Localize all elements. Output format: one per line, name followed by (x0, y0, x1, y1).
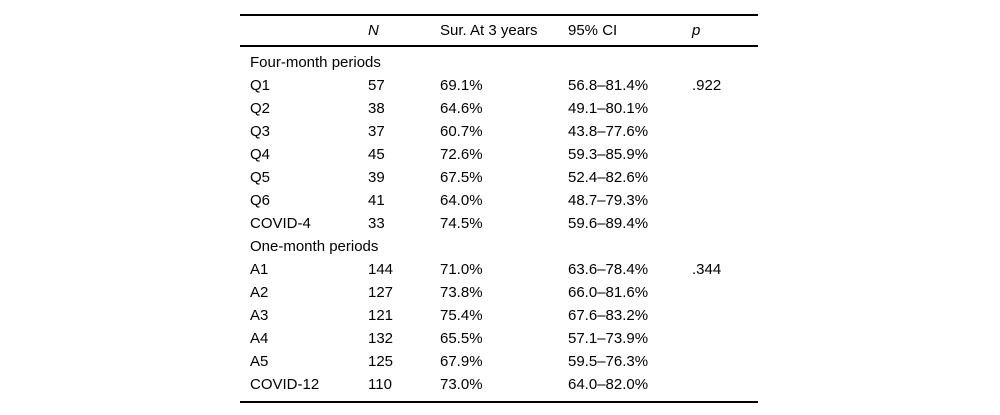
cell-ci: 66.0–81.6% (568, 284, 649, 301)
table-row-q3: Q3 37 60.7% 43.8–77.6% (240, 120, 758, 143)
cell-ci: 43.8–77.6% (568, 123, 649, 140)
cell-p (692, 143, 758, 166)
cell-label: Q2 (250, 100, 271, 117)
cell-label: A4 (250, 330, 269, 347)
cell-label: Q4 (250, 146, 271, 163)
header-row: N Sur. At 3 years 95% CI p (240, 15, 758, 47)
table-row-covid4: COVID-4 33 74.5% 59.6–89.4% (240, 212, 758, 235)
header-n: N (368, 15, 440, 47)
table-row-a5: A5 125 67.9% 59.5–76.3% (240, 350, 758, 373)
cell-sur: 67.5% (440, 169, 483, 186)
cell-sur: 73.8% (440, 284, 483, 301)
cell-label: A5 (250, 353, 269, 370)
cell-sur: 64.0% (440, 192, 483, 209)
cell-label: A2 (250, 284, 269, 301)
cell-p (692, 281, 758, 304)
cell-sur: 75.4% (440, 307, 483, 324)
table-row-q4: Q4 45 72.6% 59.3–85.9% (240, 143, 758, 166)
section-row-four-month: Four-month periods (240, 46, 758, 74)
cell-label: Q6 (250, 192, 271, 209)
cell-n: 144 (368, 261, 394, 278)
cell-n: 33 (368, 215, 385, 232)
cell-ci: 64.0–82.0% (568, 376, 649, 393)
header-ci: 95% CI (568, 15, 692, 47)
cell-p (692, 212, 758, 235)
cell-sur: 67.9% (440, 353, 483, 370)
cell-n: 110 (368, 376, 392, 393)
table-row-q5: Q5 39 67.5% 52.4–82.6% (240, 166, 758, 189)
cell-sur: 74.5% (440, 215, 483, 232)
table-row-a4: A4 132 65.5% 57.1–73.9% (240, 327, 758, 350)
section-row-one-month: One-month periods (240, 235, 758, 258)
table-row-a3: A3 121 75.4% 67.6–83.2% (240, 304, 758, 327)
cell-sur: 71.0% (440, 261, 483, 278)
cell-p (692, 189, 758, 212)
cell-ci: 52.4–82.6% (568, 169, 649, 186)
cell-n: 37 (368, 123, 385, 140)
cell-n: 125 (368, 353, 394, 370)
cell-p (692, 373, 758, 402)
cell-p (692, 350, 758, 373)
cell-label: Q1 (250, 77, 271, 94)
header-blank (240, 15, 368, 47)
section-title: Four-month periods (250, 54, 381, 71)
cell-ci: 59.3–85.9% (568, 146, 649, 163)
cell-sur: 64.6% (440, 100, 483, 117)
cell-ci: 59.6–89.4% (568, 215, 649, 232)
cell-label: Q5 (250, 169, 271, 186)
cell-ci: 49.1–80.1% (568, 100, 649, 117)
cell-label: COVID-12 (250, 376, 320, 393)
table-row-a2: A2 127 73.8% 66.0–81.6% (240, 281, 758, 304)
cell-n: 127 (368, 284, 394, 301)
header-p: p (692, 15, 758, 47)
cell-p (692, 166, 758, 189)
cell-sur: 60.7% (440, 123, 483, 140)
cell-ci: 63.6–78.4% (568, 261, 649, 278)
table-row-q1: Q1 57 69.1% 56.8–81.4% .922 (240, 74, 758, 97)
cell-p (692, 327, 758, 350)
cell-sur: 73.0% (440, 376, 483, 393)
cell-p: .922 (692, 77, 722, 94)
cell-p (692, 97, 758, 120)
cell-label: A3 (250, 307, 269, 324)
cell-n: 39 (368, 169, 385, 186)
cell-ci: 57.1–73.9% (568, 330, 649, 347)
cell-n: 45 (368, 146, 385, 163)
survival-statistics-table: N Sur. At 3 years 95% CI p Four-month pe… (240, 14, 758, 403)
cell-ci: 48.7–79.3% (568, 192, 649, 209)
table-row-q6: Q6 41 64.0% 48.7–79.3% (240, 189, 758, 212)
cell-ci: 59.5–76.3% (568, 353, 649, 370)
table-row-a1: A1 144 71.0% 63.6–78.4% .344 (240, 258, 758, 281)
cell-n: 41 (368, 192, 385, 209)
cell-n: 121 (368, 307, 394, 324)
cell-ci: 67.6–83.2% (568, 307, 649, 324)
table-row-q2: Q2 38 64.6% 49.1–80.1% (240, 97, 758, 120)
cell-label: COVID-4 (250, 215, 311, 232)
cell-n: 132 (368, 330, 394, 347)
cell-p (692, 304, 758, 327)
cell-sur: 65.5% (440, 330, 483, 347)
cell-n: 38 (368, 100, 385, 117)
cell-p (692, 120, 758, 143)
section-title: One-month periods (250, 238, 379, 255)
cell-sur: 69.1% (440, 77, 483, 94)
cell-n: 57 (368, 77, 385, 94)
table-row-covid12: COVID-12 110 73.0% 64.0–82.0% (240, 373, 758, 402)
cell-label: A1 (250, 261, 269, 278)
cell-p: .344 (692, 261, 722, 278)
cell-label: Q3 (250, 123, 271, 140)
header-survival: Sur. At 3 years (440, 15, 568, 47)
cell-sur: 72.6% (440, 146, 483, 163)
cell-ci: 56.8–81.4% (568, 77, 649, 94)
